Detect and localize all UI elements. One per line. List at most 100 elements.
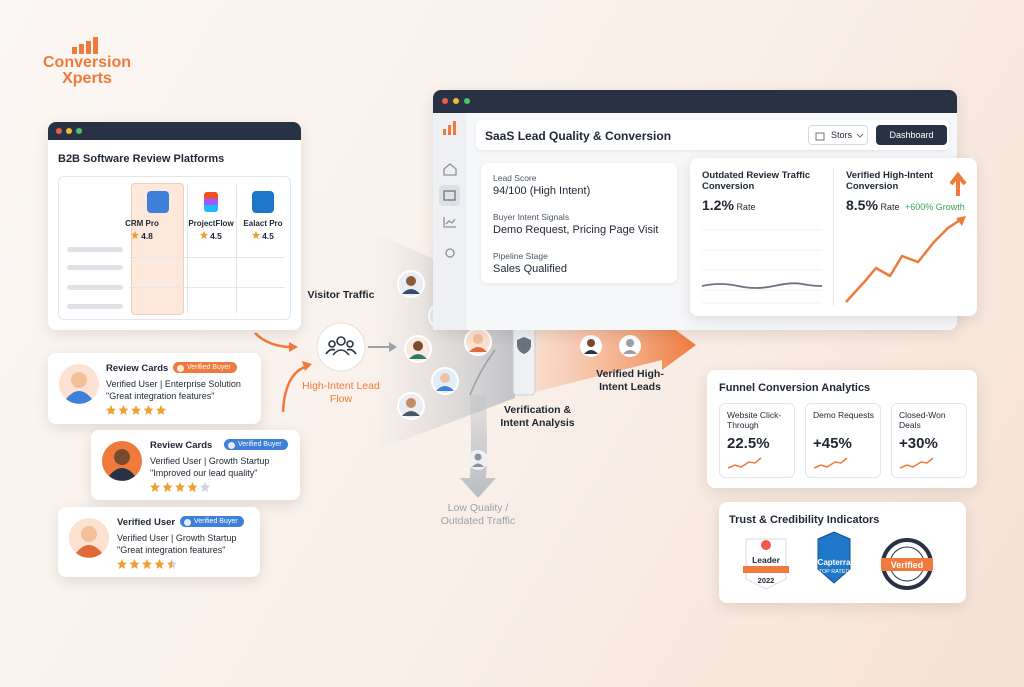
shape — [406, 398, 416, 408]
logo-text: Conversion — [43, 54, 132, 71]
shape — [131, 231, 140, 239]
badge: Verified Buyer — [224, 439, 288, 450]
metric-value: 22.5% — [727, 435, 770, 452]
stars — [150, 482, 210, 492]
flow-label: Verified High-Intent Leads — [596, 368, 664, 393]
flow-label: High-Intent Lead Flow — [302, 380, 380, 405]
card-quote: "Improved our lead quality" — [150, 468, 258, 478]
lead-label: Lead Score — [493, 173, 537, 183]
badge: Verified Buyer — [173, 362, 237, 373]
shape — [474, 453, 482, 461]
panel-title: B2B Software Review Platforms — [58, 153, 225, 165]
stars — [117, 559, 177, 569]
shape — [743, 566, 789, 573]
low-quality-arrow — [460, 395, 496, 498]
star — [175, 482, 185, 492]
sparklines — [701, 171, 967, 304]
dropdown[interactable]: Stors — [808, 125, 868, 145]
dashboard-button[interactable]: Dashboard — [876, 125, 947, 145]
window-bar — [48, 122, 301, 140]
logo-bars — [72, 37, 98, 54]
badge-text: TOP RATED — [818, 569, 850, 575]
lead-value: 94/100 (High Intent) — [493, 185, 591, 197]
dropdown-label[interactable]: Stors — [831, 130, 853, 140]
shape — [59, 364, 99, 404]
shape — [81, 526, 97, 542]
shape — [899, 457, 934, 469]
logo-text: Xperts — [62, 70, 112, 87]
shape — [67, 304, 123, 309]
growth: +600% Growth — [904, 202, 965, 212]
shape — [67, 247, 123, 252]
shape — [114, 449, 130, 465]
badges — [743, 531, 933, 590]
stars — [106, 405, 166, 415]
metric-unit: Rate — [736, 202, 756, 212]
shape — [402, 289, 420, 294]
star — [154, 559, 165, 569]
product-icon — [252, 191, 274, 213]
star — [143, 405, 154, 415]
shape — [443, 217, 456, 228]
card-line: Verified User | Growth Startup — [117, 533, 237, 543]
shape — [252, 231, 261, 239]
badge-text: Capterra — [817, 558, 851, 567]
metric-title: Outdated Review Traffic Conversion — [702, 170, 811, 192]
star — [150, 482, 160, 492]
people-icon — [325, 336, 357, 356]
star — [129, 559, 140, 569]
shape — [881, 558, 933, 571]
shape — [336, 336, 346, 346]
shape — [443, 190, 456, 201]
shape — [473, 334, 483, 344]
shape — [443, 163, 457, 176]
metric-value: +30% — [899, 435, 938, 452]
conversion-card: Outdated Review Traffic Conversion 1.2% … — [690, 158, 977, 316]
shape — [469, 347, 487, 352]
lead-value: Sales Qualified — [493, 263, 567, 275]
metric-unit: Rate — [880, 202, 900, 212]
shape — [332, 349, 350, 356]
panel-title: Trust & Credibility Indicators — [729, 514, 880, 526]
sparkline — [899, 457, 934, 469]
top-bar: SaaS Lead Quality & Conversion Stors Das… — [476, 120, 949, 150]
star — [162, 482, 173, 492]
shape — [72, 47, 77, 54]
card-title: Verified User — [117, 517, 176, 528]
badge-text: 2022 — [757, 576, 775, 585]
star — [156, 405, 166, 415]
lead-card: Lead Score 94/100 (High Intent) Buyer Inte… — [481, 163, 677, 283]
star — [200, 482, 210, 492]
metric-title: Verified High-Intent Conversion — [846, 170, 934, 192]
rating-value: 4.8 — [141, 231, 153, 241]
shape — [956, 216, 966, 226]
window-dot — [56, 128, 62, 134]
metric: 8.5% Rate +600% Growth — [846, 197, 965, 213]
shape — [328, 340, 336, 348]
shape — [443, 129, 446, 135]
shape — [949, 171, 967, 196]
shape — [448, 125, 451, 135]
shape — [67, 285, 123, 290]
product-icon — [204, 192, 218, 212]
shape — [626, 339, 634, 347]
window-dot — [76, 128, 82, 134]
shape — [325, 348, 336, 355]
card-line: Verified User | Enterprise Solution — [106, 379, 241, 389]
shape — [701, 282, 823, 289]
shape — [856, 133, 864, 138]
star — [106, 405, 116, 415]
window-dot — [442, 98, 448, 104]
sidebar — [433, 113, 466, 330]
star — [118, 405, 129, 415]
platforms-window: B2B Software Review Platforms CRM Pro 4.8… — [48, 122, 301, 330]
window-bar — [433, 90, 957, 113]
metric-label: Closed-Won Deals — [899, 410, 946, 430]
shape — [236, 185, 237, 313]
logo: Conversion Xperts — [43, 55, 131, 87]
shape — [472, 463, 484, 467]
card-title: Review Cards — [150, 440, 213, 451]
shape — [702, 229, 822, 304]
platform-table: CRM Pro 4.8 ProjectFlow 4.5 Ealact Pro 4.5 — [58, 176, 291, 320]
rating-value: 4.5 — [262, 231, 274, 241]
